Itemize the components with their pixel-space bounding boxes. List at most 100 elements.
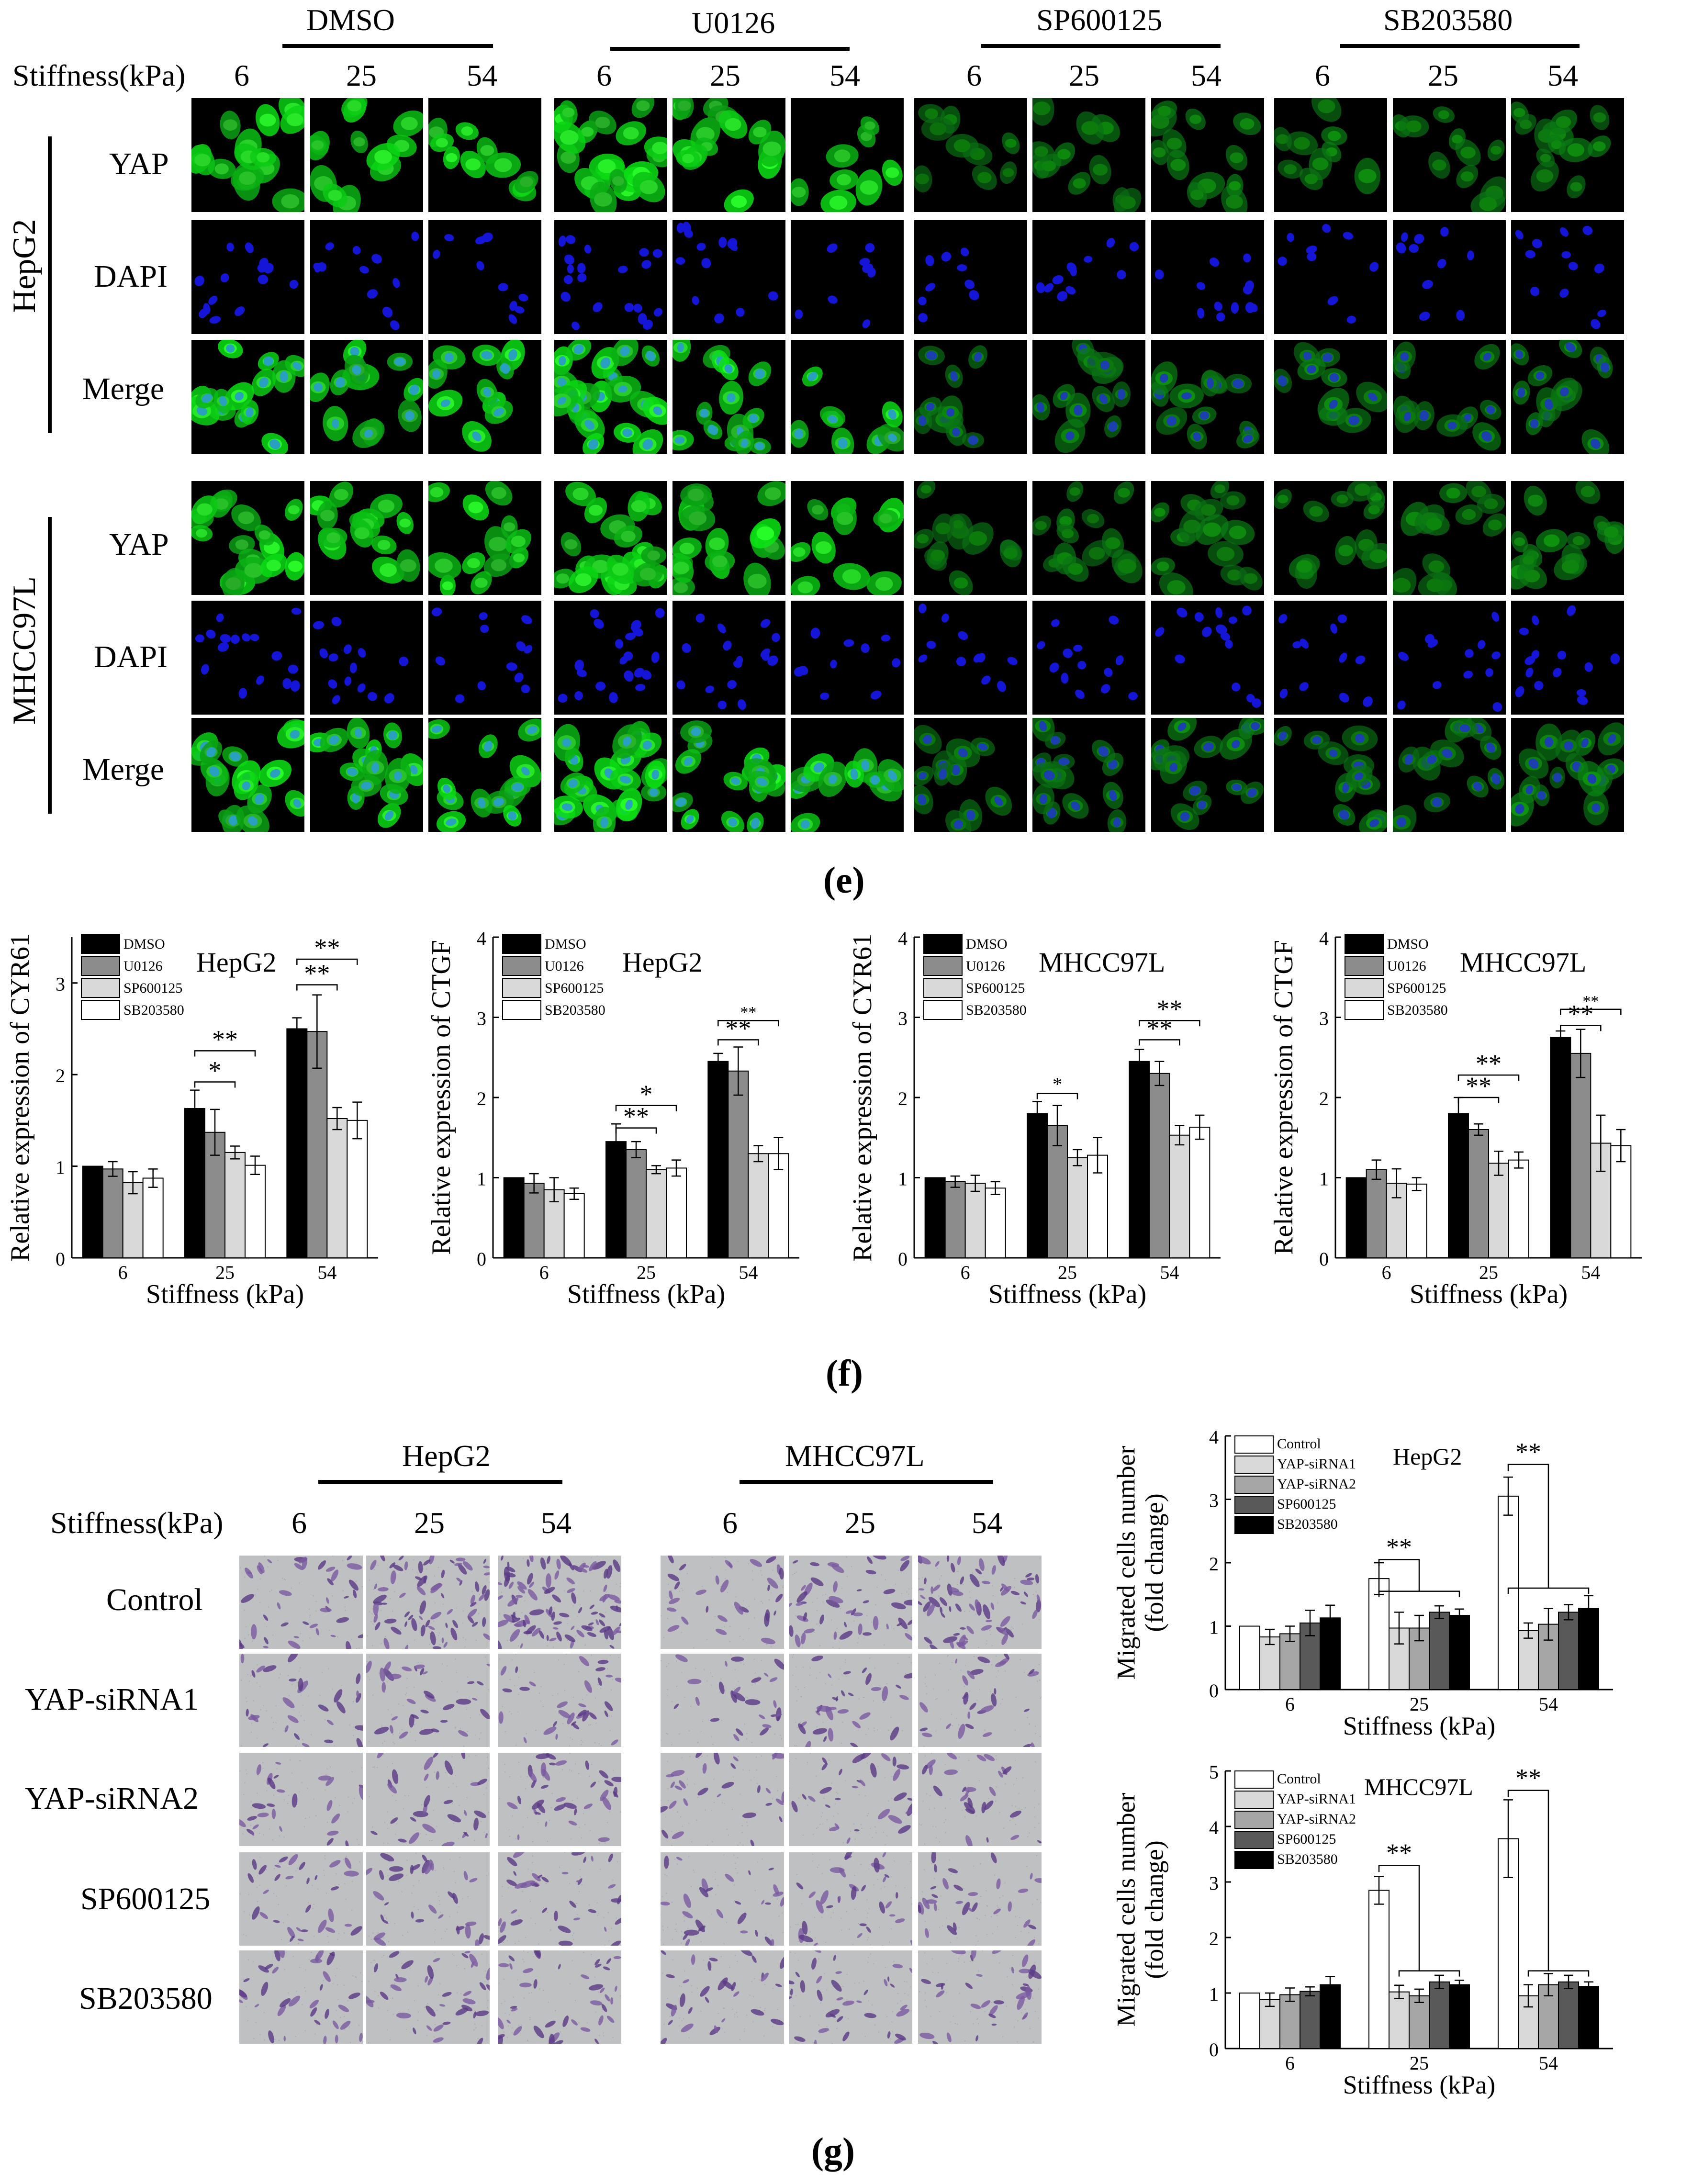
svg-text:SB203580: SB203580 [545,1002,605,1018]
svg-text:**: ** [212,1025,238,1053]
y-axis-label: Relative expression of CTGF [426,940,456,1255]
panel-label-g: (g) [811,2130,855,2172]
y-tick-label: 2 [477,1088,486,1109]
y-tick-label: 0 [1209,2039,1219,2061]
transwell-image [789,1753,912,1846]
dapi-image [310,220,423,334]
x-axis-label: Stiffness (kPa) [146,1279,304,1309]
yap-image [672,481,785,595]
error-bar [1175,1125,1185,1146]
merge-image [1274,718,1387,832]
significance-bracket: ** [717,1014,759,1046]
svg-text:U0126: U0126 [123,958,163,974]
stiffness-tick-label: 54 [541,1506,572,1540]
legend-item: YAP-siRNA2 [1234,1476,1356,1494]
error-bar [1093,1137,1102,1174]
error-bar [1414,1988,1424,2003]
error-bar [1371,1159,1381,1180]
chart-mhcc97l-cyr61: 0 1 2 3 4 6 25 54 Stiffness (kPa) Relative expres… [848,928,1221,1309]
bar [1429,1612,1450,1690]
svg-text:**: ** [1476,1049,1502,1078]
legend-item: SB203580 [1234,1516,1338,1534]
bar [1488,1163,1509,1258]
error-bar [190,1089,200,1128]
x-tick-label: 54 [317,1262,336,1283]
dapi-image [914,220,1027,334]
svg-text:DMSO: DMSO [545,936,586,952]
error-bar [1524,1622,1533,1639]
legend-item: U0126 [1345,956,1426,976]
error-bar [1503,1476,1513,1516]
error-bar [1514,1151,1524,1169]
error-bar [108,1161,118,1177]
dapi-image [672,601,785,715]
error-bar [733,1046,743,1096]
svg-text:SP600125: SP600125 [123,980,182,996]
panel-label-f: (f) [826,1352,863,1394]
y-tick-label: 3 [1209,1872,1219,1894]
legend-item: SP600125 [1234,1496,1336,1514]
legend-item: Control [1234,1770,1321,1789]
treatment-underline-sb203580 [1340,44,1580,48]
merge-image [1511,340,1624,454]
bar [1169,1134,1190,1258]
yap-image [1032,98,1145,212]
y-tick-label: 0 [1209,1680,1219,1702]
transwell-image [789,1654,912,1747]
bar [1300,1991,1321,2050]
dapi-image [1274,220,1387,334]
treatment-underline-sp600125 [981,44,1221,48]
bar [1368,1890,1390,2049]
bar [1406,1183,1427,1259]
y-tick-label: 1 [1319,1168,1329,1190]
bar [1449,1614,1470,1690]
bar [1259,1999,1280,2049]
significance-bracket [1378,1590,1460,1597]
stain-label-yap-hepg2: YAP [109,146,169,181]
y-tick-label: 3 [1209,1490,1219,1512]
svg-text:**: ** [1582,993,1599,1010]
merge-image [191,718,304,832]
svg-text:**: ** [314,933,340,962]
significance-bracket: ** [194,1025,256,1057]
significance-bracket: ** [1378,1838,1420,1971]
y-tick-label: 3 [898,1008,908,1030]
bar [1578,1986,1599,2049]
significance-bracket: ** [1139,995,1200,1027]
legend-item: U0126 [81,956,163,976]
dapi-image [1151,220,1264,334]
dapi-image [791,220,904,334]
stiffness-tick-label: 54 [972,1506,1002,1540]
transwell-image [239,1654,363,1747]
svg-text:DMSO: DMSO [123,936,165,952]
merge-image [428,718,541,832]
dapi-image [672,220,785,334]
stain-label-merge-hepg2: Merge [82,371,165,406]
svg-text:**: ** [725,1014,751,1042]
transwell-image [366,1753,490,1846]
yap-image [1151,481,1264,595]
chart-title: HepG2 [196,947,277,978]
svg-text:**: ** [1156,995,1182,1023]
bar [1558,1612,1579,1690]
merge-image [791,718,904,832]
bar [924,1177,946,1258]
error-bar [1455,1980,1464,1990]
dapi-image [914,601,1027,715]
yap-image [1393,481,1506,595]
x-tick-label: 54 [1539,1693,1558,1715]
error-bar [352,1101,362,1140]
svg-text:U0126: U0126 [545,958,584,974]
error-bar [549,1177,559,1202]
significance-bracket: ** [1457,1049,1520,1081]
svg-text:**: ** [740,1004,756,1021]
transwell-image [789,1950,912,2044]
error-bar [148,1168,158,1188]
error-bar [128,1171,138,1195]
y-tick-label: 4 [1209,1426,1219,1448]
significance-bracket [1398,1970,1460,1977]
x-tick-label: 25 [1479,1262,1498,1283]
legend-item: SP600125 [923,978,1025,998]
row-label-yap-sirna1: YAP-siRNA1 [25,1682,199,1717]
svg-text:**: ** [1568,999,1593,1028]
